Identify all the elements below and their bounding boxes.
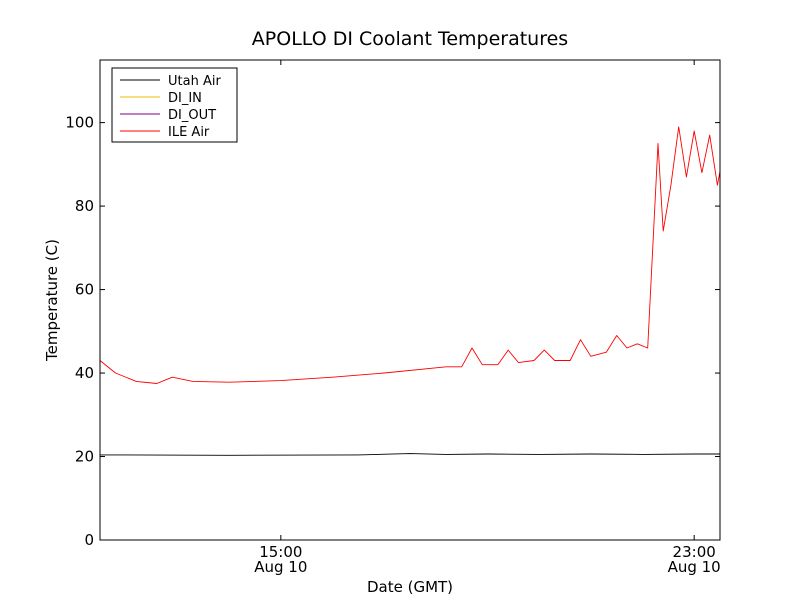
y-tick-label: 60: [75, 281, 94, 299]
y-tick-label: 100: [65, 114, 94, 132]
y-axis: 0 20 40 60 80 100: [65, 114, 720, 549]
y-axis-title: Temperature (C): [43, 239, 61, 362]
plot-frame: [99, 59, 721, 541]
y-tick-label: 80: [75, 197, 94, 215]
y-tick-label: 0: [84, 531, 94, 549]
y-tick-label: 40: [75, 364, 94, 382]
legend-label: DI_OUT: [168, 108, 216, 123]
y-tick-label: 20: [75, 448, 94, 466]
legend: Utah Air DI_IN DI_OUT ILE Air: [111, 67, 238, 143]
x-tick-label-time: 15:00: [259, 543, 302, 561]
chart-title: APOLLO DI Coolant Temperatures: [252, 28, 568, 50]
plot-area: [99, 59, 721, 541]
x-axis-title: Date (GMT): [367, 578, 453, 596]
x-tick-label-date: Aug 10: [668, 558, 721, 576]
legend-label: Utah Air: [168, 74, 221, 89]
series-line-ile-air: [100, 126, 720, 384]
legend-label: DI_IN: [168, 91, 202, 106]
series-line-utah-air: [100, 453, 720, 456]
x-tick-label-date: Aug 10: [254, 558, 307, 576]
x-tick-label-time: 23:00: [673, 543, 716, 561]
legend-label: ILE Air: [168, 125, 210, 140]
